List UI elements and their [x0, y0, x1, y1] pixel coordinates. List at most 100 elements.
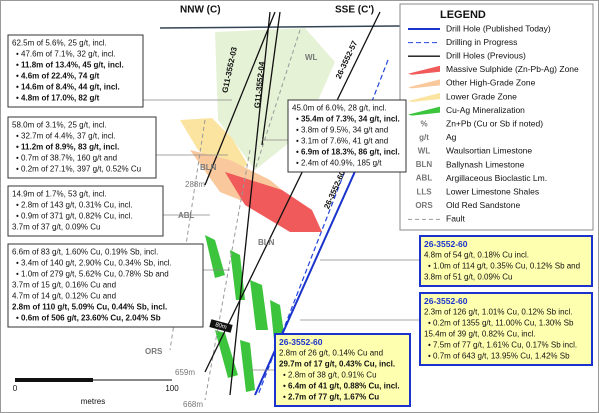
depth-label: 288m: [185, 180, 205, 189]
annotation-line: 2.3m of 126 g/t, 1.01% Cu, 0.12% Sb incl…: [424, 308, 573, 317]
annotation-line: • 6.9m of 18.3%, 86 g/t, incl.: [296, 148, 400, 157]
section-label: SSE (C'): [335, 5, 374, 16]
unit-label: ABL: [178, 211, 195, 220]
annotation-line: • 0.7m of 643 g/t, 13.95% Cu, 1.42% Sb: [428, 352, 570, 361]
annotation-line: 3.7m of 15 g/t, 0.16% Cu and: [12, 281, 116, 290]
annotation-line: 3.8m of 51 g/t, 0.09% Cu: [424, 273, 513, 282]
annotation-line: • 11.2m of 8.9%, 83 g/t, incl.: [16, 143, 119, 152]
annotation-box: [274, 333, 411, 407]
annotation-line: • 0.2m of 27.1%, 397 g/t, 0.52% Cu: [16, 165, 141, 174]
annotation-line: 3.7m of 37 g/t, 0.09% Cu: [12, 223, 101, 232]
depth-label: 659m: [175, 368, 195, 377]
legend-key: BLN: [416, 160, 433, 169]
annotation-box: [419, 235, 593, 287]
annotation-line: • 11.8m of 13.4%, 45 g/t, incl.: [16, 61, 124, 70]
faults: [169, 29, 301, 401]
legend-label: Fault: [446, 214, 466, 224]
legend-key: ABL: [416, 174, 433, 183]
annotation-line: • 1.0m of 114 g/t, 0.35% Cu, 0.12% Sb an…: [428, 262, 580, 271]
annotation-box: [287, 99, 407, 173]
surface: [159, 25, 401, 29]
annotation-title: 26-3552-60: [279, 337, 323, 347]
annotation-line: • 2.8m of 143 g/t, 0.31% Cu, incl.: [16, 201, 133, 210]
legend-label: Zn+Pb (Cu or Sb if noted): [446, 118, 543, 128]
annotation-box: [419, 292, 593, 366]
annotation-title: 26-3552-60: [424, 239, 468, 249]
annotation-line: 2.8m of 26 g/t, 0.14% Cu and: [279, 349, 383, 358]
annotation-line: • 6.4m of 41 g/t, 0.88% Cu, incl.: [283, 382, 400, 391]
annotation-line: 15.4m of 39 g/t, 0.82% Cu, incl.: [424, 330, 536, 339]
annotation-line: • 0.6m of 506 g/t, 23.60% Cu, 2.04% Sb: [16, 314, 161, 323]
section-label: NNW (C): [180, 5, 221, 16]
annotation-line: • 32.7m of 4.4%, 37 g/t, incl.: [16, 132, 116, 141]
legend-key: LLS: [416, 187, 432, 196]
unit-label: ORS: [145, 347, 163, 356]
scale-min: 0: [13, 384, 18, 393]
legend-key: WL: [418, 147, 431, 156]
depth-label: 668m: [183, 400, 203, 409]
annotation-title: 26-3552-60: [424, 296, 468, 306]
annotation-box: [7, 243, 204, 328]
annotation-line: • 7.5m of 77 g/t, 1.61% Cu, 0.17% Sb inc…: [428, 341, 577, 350]
annotation-line: 29.7m of 17 g/t, 0.43% Cu, incl.: [279, 360, 395, 369]
annotation-line: • 4.6m of 22.4%, 74 g/t: [16, 72, 100, 81]
legend-label: Other High-Grade Zone: [446, 78, 536, 88]
legend-label: Drill Hole (Published Today): [446, 23, 551, 33]
length-label: 80m: [214, 322, 227, 331]
annotation-line: • 4.8m of 17.0%, 82 g/t: [16, 94, 100, 103]
legend-key: %: [420, 119, 427, 128]
annotation-box: [7, 34, 144, 108]
scale-bar-fill: [15, 378, 93, 382]
scale-unit: metres: [81, 397, 105, 406]
annotation-line: 4.8m of 54 g/t, 0.18% Cu incl.: [424, 251, 529, 260]
legend-label: Massive Sulphide (Zn-Pb-Ag) Zone: [446, 64, 579, 74]
previous-holes: [204, 11, 381, 396]
annotation-line: • 3.4m of 140 g/t, 2.90% Cu, 0.34% Sb, i…: [16, 259, 172, 268]
legend-label: Drilling in Progress: [446, 37, 517, 47]
legend-key: g/t: [419, 133, 429, 142]
annotation-line: • 3.8m of 9.5%, 34 g/t and: [296, 126, 388, 135]
sym: [408, 106, 440, 116]
annotation-line: • 35.4m of 7.3%, 34 g/t, incl.: [296, 115, 400, 124]
annotation-line: 45.0m of 6.0%, 28 g/t, incl.: [292, 104, 387, 113]
annotation-line: • 0.9m of 371 g/t, 0.82% Cu, incl.: [16, 212, 133, 221]
annotation-line: • 2.8m of 38 g/t, 0.91% Cu: [283, 371, 377, 380]
annotation-line: • 14.6m of 8.4%, 44 g/t, incl.: [16, 83, 120, 92]
legend-label: Ballynash Limestone: [446, 159, 525, 169]
legend-label: Argillaceous Bioclastic Lm.: [446, 173, 547, 183]
legend-title: LEGEND: [440, 9, 486, 21]
legend-label: Waulsortian Limestone: [446, 146, 532, 156]
legend-label: Lower Limestone Shales: [446, 186, 539, 196]
legend-key: ORS: [415, 201, 433, 210]
legend-label: Lower Grade Zone: [446, 91, 517, 101]
legend-label: Cu-Ag Mineralization: [446, 105, 525, 115]
unit-label: BLN: [258, 238, 275, 247]
length-marker: [209, 319, 233, 333]
sym: [408, 65, 440, 75]
annotation-line: 62.5m of 5.6%, 25 g/t, incl.: [12, 39, 107, 48]
legend-label: Drill Holes (Previous): [446, 50, 526, 60]
sym: [408, 93, 440, 102]
legend-box: [399, 3, 594, 231]
massive-sulphide-zone: [225, 172, 322, 232]
sym: [408, 79, 440, 89]
wl-zone: [215, 28, 335, 170]
annotation-line: 58.0m of 3.1%, 25 g/t, incl.: [12, 121, 107, 130]
cu-ag: [205, 235, 285, 392]
annotation-line: • 1.0m of 279 g/t, 5.62% Cu, 0.78% Sb an…: [16, 270, 169, 279]
unit-label: BLN: [200, 163, 217, 172]
scale-max: 100: [165, 384, 179, 393]
unit-label: WL: [305, 53, 318, 62]
annotation-line: 14.9m of 1.7%, 53 g/t, incl.: [12, 190, 107, 199]
annotation-line: • 47.6m of 7.1%, 32 g/t, incl.: [16, 50, 116, 59]
annotation-box: [7, 116, 157, 179]
annotation-box: [7, 185, 164, 237]
annotation-line: 2.8m of 110 g/t, 5.09% Cu, 0.44% Sb, inc…: [12, 303, 167, 312]
legend-label: Old Red Sandstone: [446, 200, 520, 210]
annotation-line: 4.7m of 14 g/t, 0.12% Cu and: [12, 292, 116, 301]
legend-label: Ag: [446, 132, 457, 142]
annotation-line: • 0.7m of 38.7%, 160 g/t and: [16, 154, 117, 163]
annotation-line: • 0.2m of 1355 g/t, 11.00% Cu, 1.30% Sb: [428, 319, 574, 328]
annotation-line: • 2.4m of 40.9%, 185 g/t: [296, 159, 382, 168]
